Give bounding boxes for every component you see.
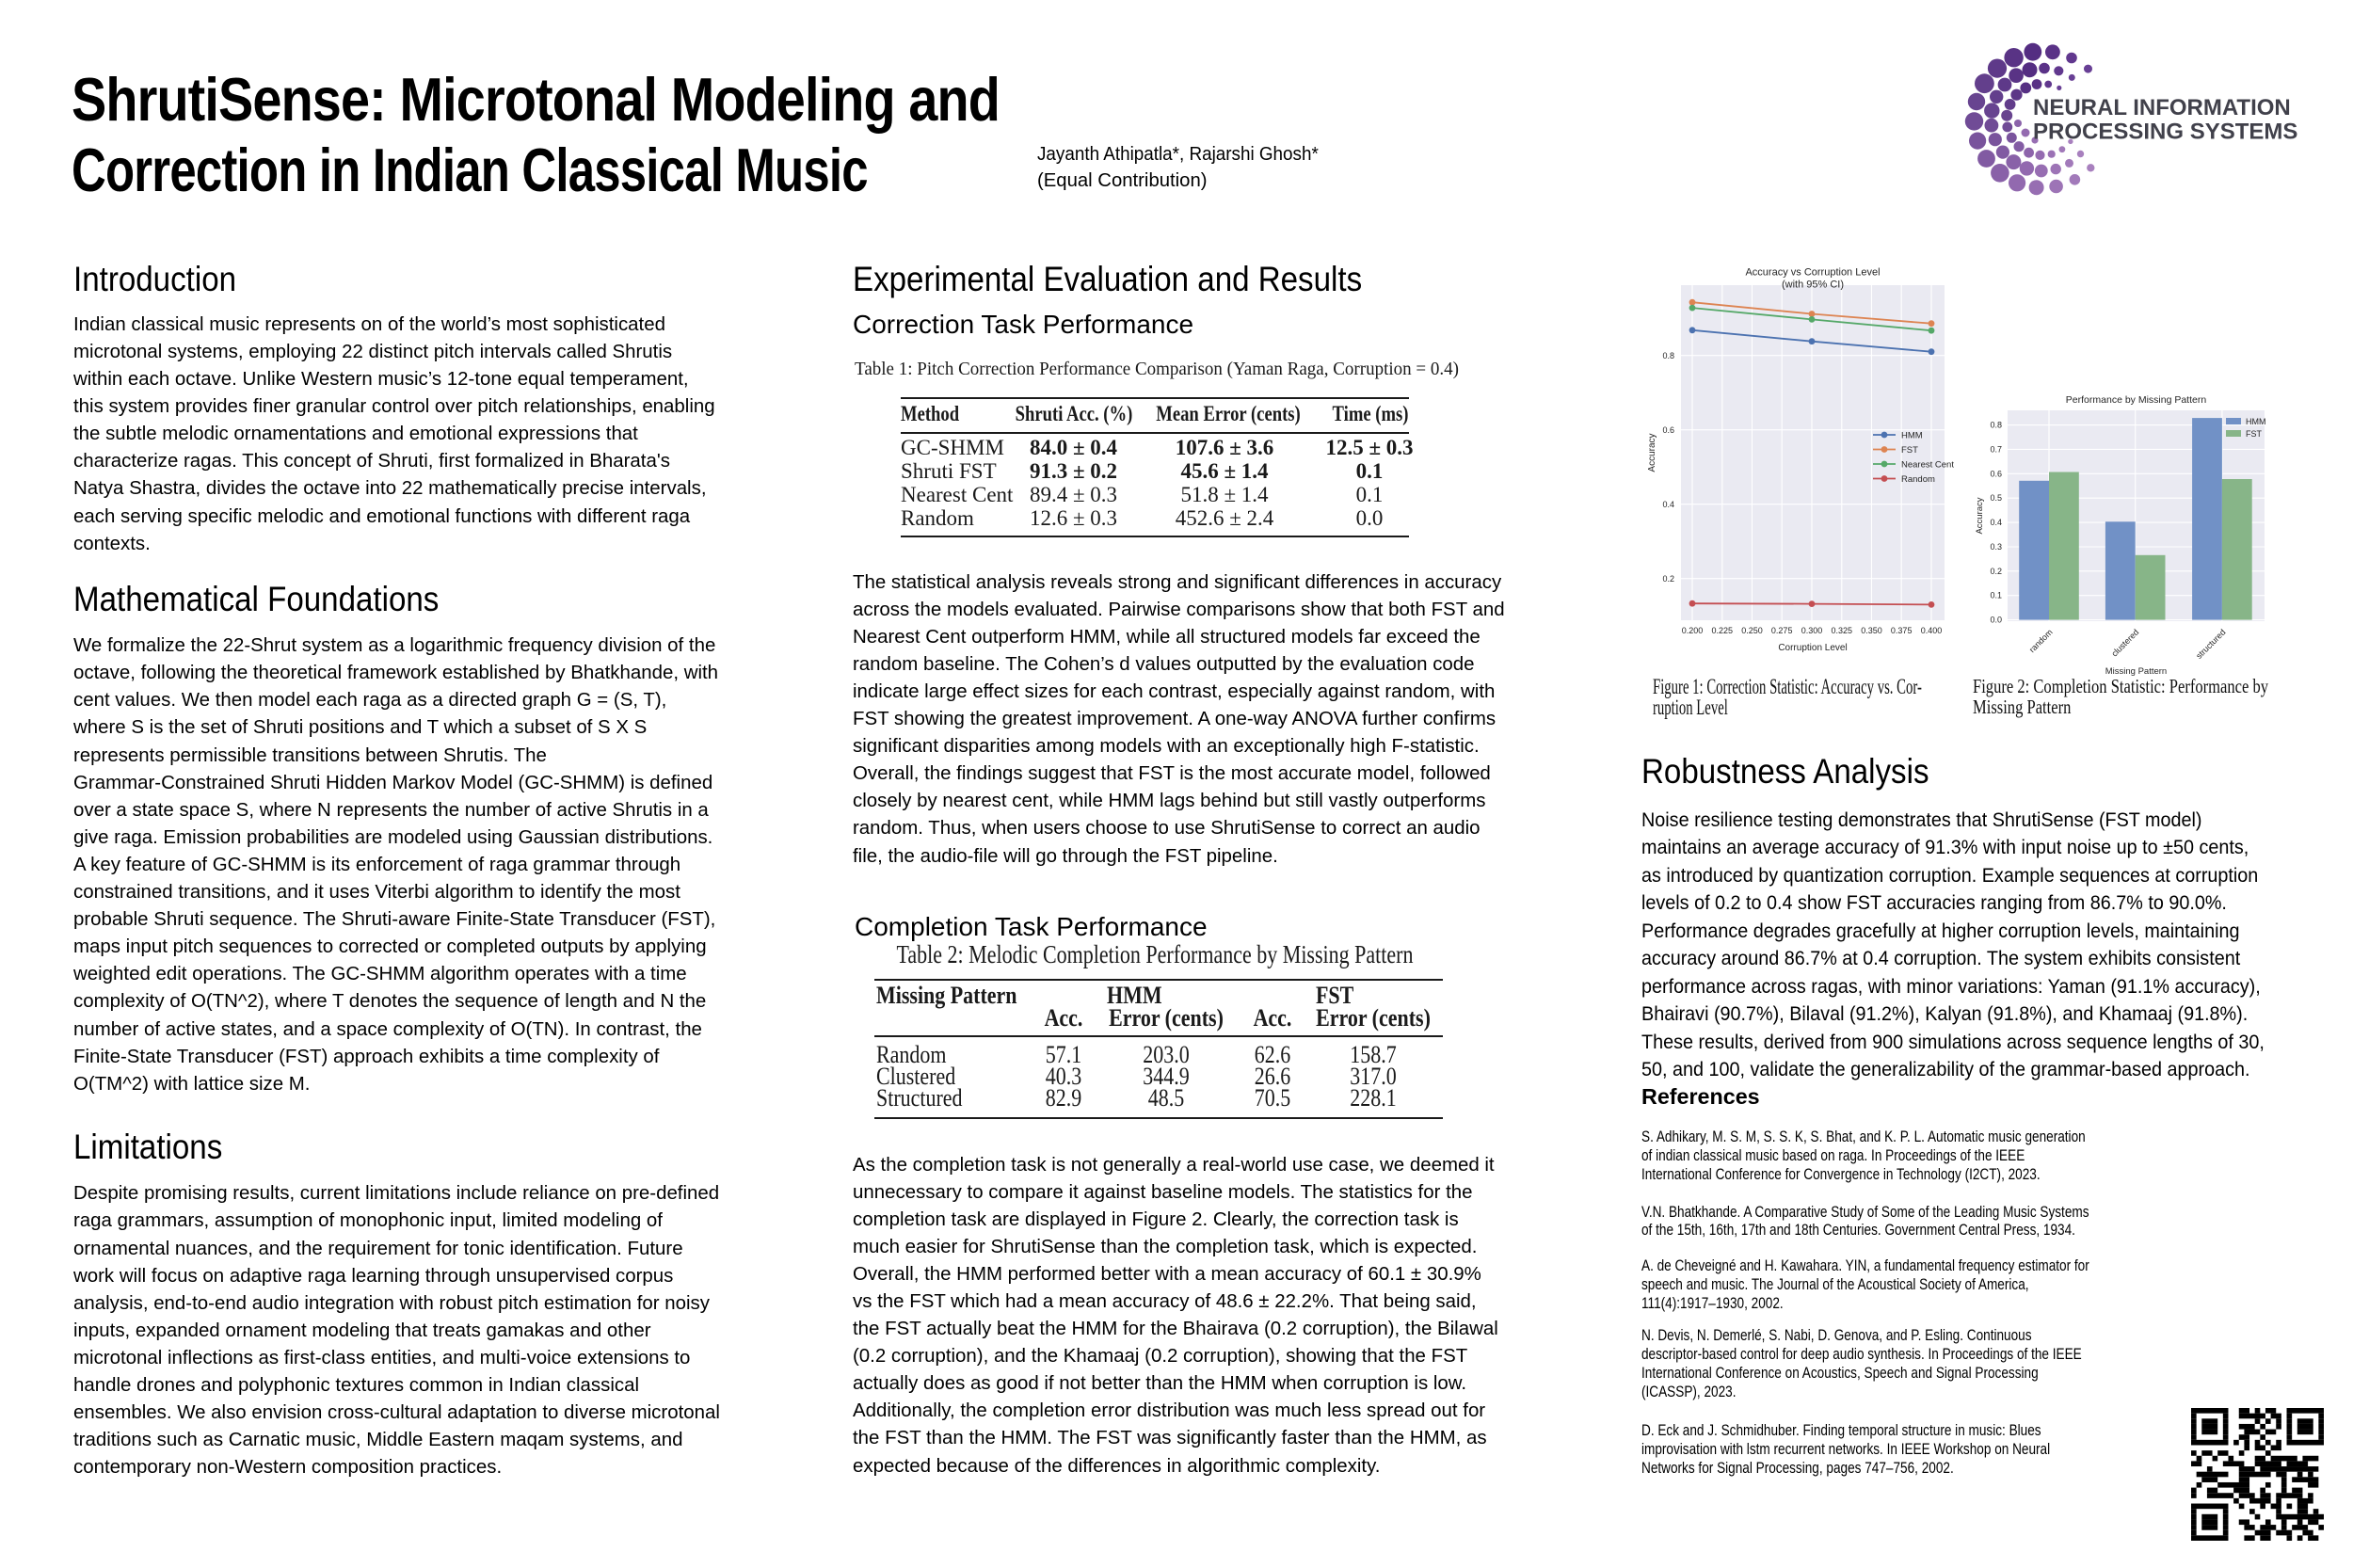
svg-text:0.4: 0.4 (1662, 500, 1674, 509)
svg-text:Corruption Level: Corruption Level (1778, 643, 1847, 653)
svg-text:0.2: 0.2 (1990, 567, 2002, 576)
svg-text:0.5: 0.5 (1990, 493, 2002, 503)
svg-text:random: random (2027, 628, 2055, 655)
svg-text:PROCESSING SYSTEMS: PROCESSING SYSTEMS (2033, 120, 2297, 145)
svg-text:HMM: HMM (2246, 417, 2266, 426)
svg-text:0.300: 0.300 (1801, 626, 1823, 635)
svg-text:0.2: 0.2 (1662, 574, 1674, 584)
svg-text:0.1: 0.1 (1990, 591, 2002, 600)
svg-text:0.350: 0.350 (1861, 626, 1882, 635)
svg-text:0.225: 0.225 (1712, 626, 1734, 635)
svg-text:0.6: 0.6 (1662, 425, 1674, 435)
svg-text:0.375: 0.375 (1891, 626, 1913, 635)
svg-text:HMM: HMM (1901, 431, 1923, 441)
svg-text:Accuracy vs Corruption Level: Accuracy vs Corruption Level (1745, 267, 1880, 279)
svg-text:structured: structured (2194, 628, 2227, 661)
svg-text:NEURAL INFORMATION: NEURAL INFORMATION (2033, 95, 2291, 120)
svg-text:0.4: 0.4 (1990, 518, 2002, 527)
svg-text:0.8: 0.8 (1662, 351, 1674, 360)
svg-text:Accuracy: Accuracy (1647, 433, 1657, 472)
svg-text:Performance by Missing Pattern: Performance by Missing Pattern (2066, 394, 2207, 406)
svg-text:0.3: 0.3 (1990, 542, 2002, 552)
svg-text:Missing Pattern: Missing Pattern (2105, 666, 2167, 677)
svg-text:0.275: 0.275 (1771, 626, 1793, 635)
svg-text:FST: FST (1901, 445, 1918, 456)
svg-text:0.325: 0.325 (1832, 626, 1853, 635)
svg-text:(with 95% CI): (with 95% CI) (1782, 280, 1844, 291)
svg-text:0.8: 0.8 (1990, 421, 2002, 430)
svg-text:0.7: 0.7 (1990, 444, 2002, 454)
svg-text:Random: Random (1901, 474, 1935, 485)
svg-text:FST: FST (2246, 429, 2263, 439)
svg-text:0.400: 0.400 (1921, 626, 1943, 635)
svg-text:0.6: 0.6 (1990, 469, 2002, 478)
svg-text:0.200: 0.200 (1682, 626, 1704, 635)
svg-text:clustered: clustered (2109, 628, 2140, 659)
svg-text:Accuracy: Accuracy (1975, 497, 1985, 534)
svg-text:Nearest Cent: Nearest Cent (1901, 460, 1954, 471)
svg-text:0.250: 0.250 (1741, 626, 1763, 635)
svg-text:0.0: 0.0 (1990, 616, 2002, 625)
